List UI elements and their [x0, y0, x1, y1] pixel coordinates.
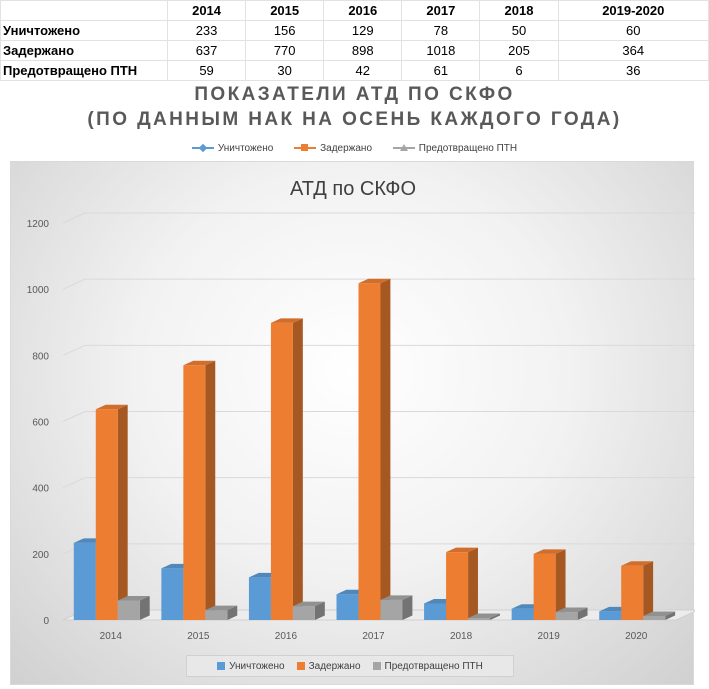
- legend-label: Уничтожено: [229, 660, 285, 672]
- top-legend-label: Предотвращено ПТН: [418, 143, 518, 154]
- bottom-legend: Уничтожено Задержано Предотвращено ПТН: [186, 655, 514, 677]
- y-tick-label: 600: [32, 418, 49, 429]
- x-tick-label: 2018: [450, 631, 473, 642]
- triangle-marker-icon: [392, 143, 415, 153]
- gridline: [62, 278, 695, 290]
- outer-title-line1: ПОКАЗАТЕЛИ АТД ПО СКФО: [194, 84, 515, 105]
- gridline: [62, 212, 695, 224]
- table-cell: 78: [401, 20, 481, 41]
- bar-zad: [446, 547, 478, 620]
- x-tick-label: 2014: [100, 631, 123, 642]
- bar-zad: [621, 561, 654, 620]
- top-legend-item-zad: Задержано: [294, 143, 372, 154]
- top-legend-item-uni: Уничтожено: [191, 143, 274, 154]
- bar-zad: [95, 404, 128, 620]
- table-cell: 770: [245, 40, 325, 61]
- table-cell: 36: [557, 60, 709, 81]
- diamond-marker-icon: [191, 143, 214, 153]
- table-cell: 1018: [401, 40, 481, 61]
- y-tick-label: 0: [43, 616, 49, 627]
- table-cell: 156: [245, 20, 325, 41]
- table-header-row: 2014 2015 2016 2017 2018 2019-2020: [0, 0, 709, 21]
- legend-item-zad: Задержано: [296, 660, 361, 672]
- table-header-cell: 2017: [401, 0, 481, 21]
- y-tick-label: 400: [32, 484, 49, 495]
- outer-title-line2: (ПО ДАННЫМ НАК НА ОСЕНЬ КАЖДОГО ГОДА): [87, 109, 622, 130]
- gridline: [62, 344, 695, 356]
- top-legend: Уничтожено Задержано Предотвращено ПТН: [0, 143, 709, 154]
- top-legend-label: Уничтожено: [217, 143, 274, 154]
- table-cell: 6: [479, 60, 559, 81]
- table-cell: 637: [166, 40, 247, 61]
- bar-ptn: [555, 607, 588, 620]
- x-tick-label: 2016: [275, 631, 298, 642]
- x-tick-label: 2019: [538, 631, 561, 642]
- table-row: Уничтожено 233 156 129 78 50 60: [0, 20, 709, 41]
- bar-ptn: [468, 613, 500, 620]
- legend-label: Предотвращено ПТН: [384, 660, 483, 672]
- y-tick-label: 800: [32, 351, 49, 362]
- table-header-cell: 2019-2020: [557, 0, 709, 21]
- table-cell: 50: [479, 20, 559, 41]
- square-marker-icon: [294, 143, 317, 153]
- y-tick-label: 1200: [27, 219, 50, 230]
- bar-ptn: [117, 595, 150, 620]
- outer-title: ПОКАЗАТЕЛИ АТД ПО СКФО (ПО ДАННЫМ НАК НА…: [0, 82, 709, 132]
- table-cell: 364: [557, 40, 709, 61]
- table-cell: 129: [323, 20, 403, 41]
- row-label: Предотвращено ПТН: [0, 60, 168, 81]
- y-tick-label: 200: [32, 550, 49, 561]
- data-table: 2014 2015 2016 2017 2018 2019-2020 Уничт…: [0, 0, 709, 81]
- y-tick-label: 1000: [27, 285, 50, 296]
- legend-swatch: [372, 662, 381, 670]
- table-corner: [0, 0, 168, 21]
- legend-label: Задержано: [308, 660, 361, 672]
- x-tick-label: 2017: [362, 631, 385, 642]
- bar-chart: АТД по СКФО 0 200 400 600 800 1000 1200 2014 20…: [27, 178, 695, 642]
- table-cell: 59: [166, 60, 247, 81]
- gridline: [62, 477, 695, 489]
- table-cell: 205: [479, 40, 559, 61]
- bar-ptn: [205, 605, 238, 620]
- legend-swatch: [296, 662, 305, 670]
- bar-ptn: [292, 601, 325, 620]
- table-header-cell: 2015: [245, 0, 325, 21]
- row-label: Уничтожено: [0, 20, 168, 41]
- x-tick-label: 2015: [187, 631, 210, 642]
- gridline: [62, 411, 695, 422]
- table-cell: 898: [323, 40, 403, 61]
- table-header-cell: 2016: [323, 0, 403, 21]
- top-legend-label: Задержано: [320, 143, 373, 154]
- bar-zad: [270, 318, 303, 620]
- table-cell: 61: [401, 60, 481, 81]
- bar-zad: [533, 549, 566, 620]
- chart-title: АТД по СКФО: [290, 178, 416, 200]
- table-cell: 42: [323, 60, 403, 81]
- top-legend-item-ptn: Предотвращено ПТН: [392, 143, 518, 154]
- table-row: Предотвращено ПТН 59 30 42 61 6 36: [0, 60, 709, 81]
- table-header-cell: 2018: [479, 0, 559, 21]
- bar-ptn: [380, 595, 413, 620]
- table-header-cell: 2014: [166, 0, 247, 21]
- table-row: Задержано 637 770 898 1018 205 364: [0, 40, 709, 61]
- row-label: Задержано: [0, 40, 168, 61]
- legend-item-uni: Уничтожено: [217, 660, 285, 672]
- legend-swatch: [217, 662, 226, 670]
- legend-item-ptn: Предотвращено ПТН: [372, 660, 483, 672]
- table-cell: 30: [245, 60, 325, 81]
- bar-ptn: [643, 611, 676, 620]
- x-tick-label: 2020: [625, 631, 648, 642]
- bar-zad: [183, 360, 216, 620]
- table-cell: 233: [166, 20, 247, 41]
- bar-zad: [358, 278, 391, 620]
- chart-panel: АТД по СКФО 0 200 400 600 800 1000 1200 2014 20…: [10, 161, 695, 685]
- table-cell: 60: [557, 20, 709, 41]
